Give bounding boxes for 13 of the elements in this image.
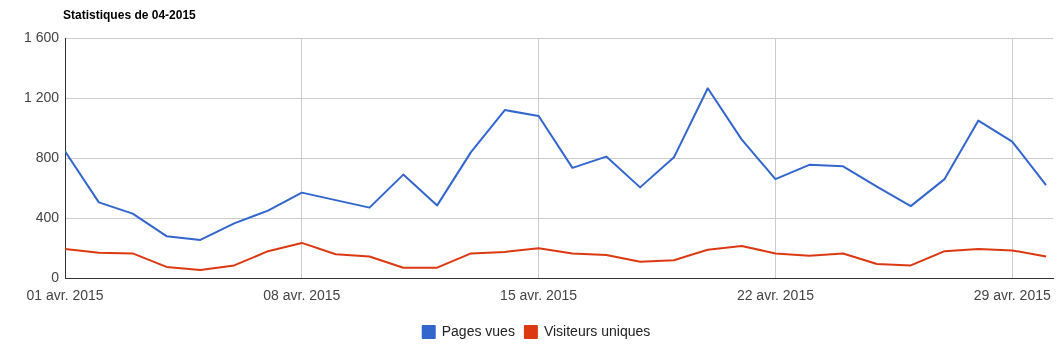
y-tick-label: 0	[51, 269, 60, 286]
x-tick-label: 08 avr. 2015	[263, 287, 341, 304]
y-tick-label: 400	[35, 209, 60, 226]
chart-title: Statistiques de 04-2015	[63, 8, 197, 23]
x-tick-label: 22 avr. 2015	[736, 287, 815, 304]
x-tick-label: 15 avr. 2015	[500, 287, 578, 304]
y-tick-label: 1 600	[23, 28, 60, 45]
y-tick-label: 1 200	[23, 88, 60, 105]
y-tick-label: 800	[35, 148, 60, 165]
x-tick-label: 29 avr. 2015	[973, 287, 1051, 304]
legend-label: Pages vues	[441, 322, 515, 339]
legend-label: Visiteurs uniques	[543, 322, 651, 339]
x-tick-label: 01 avr. 2015	[26, 287, 104, 304]
